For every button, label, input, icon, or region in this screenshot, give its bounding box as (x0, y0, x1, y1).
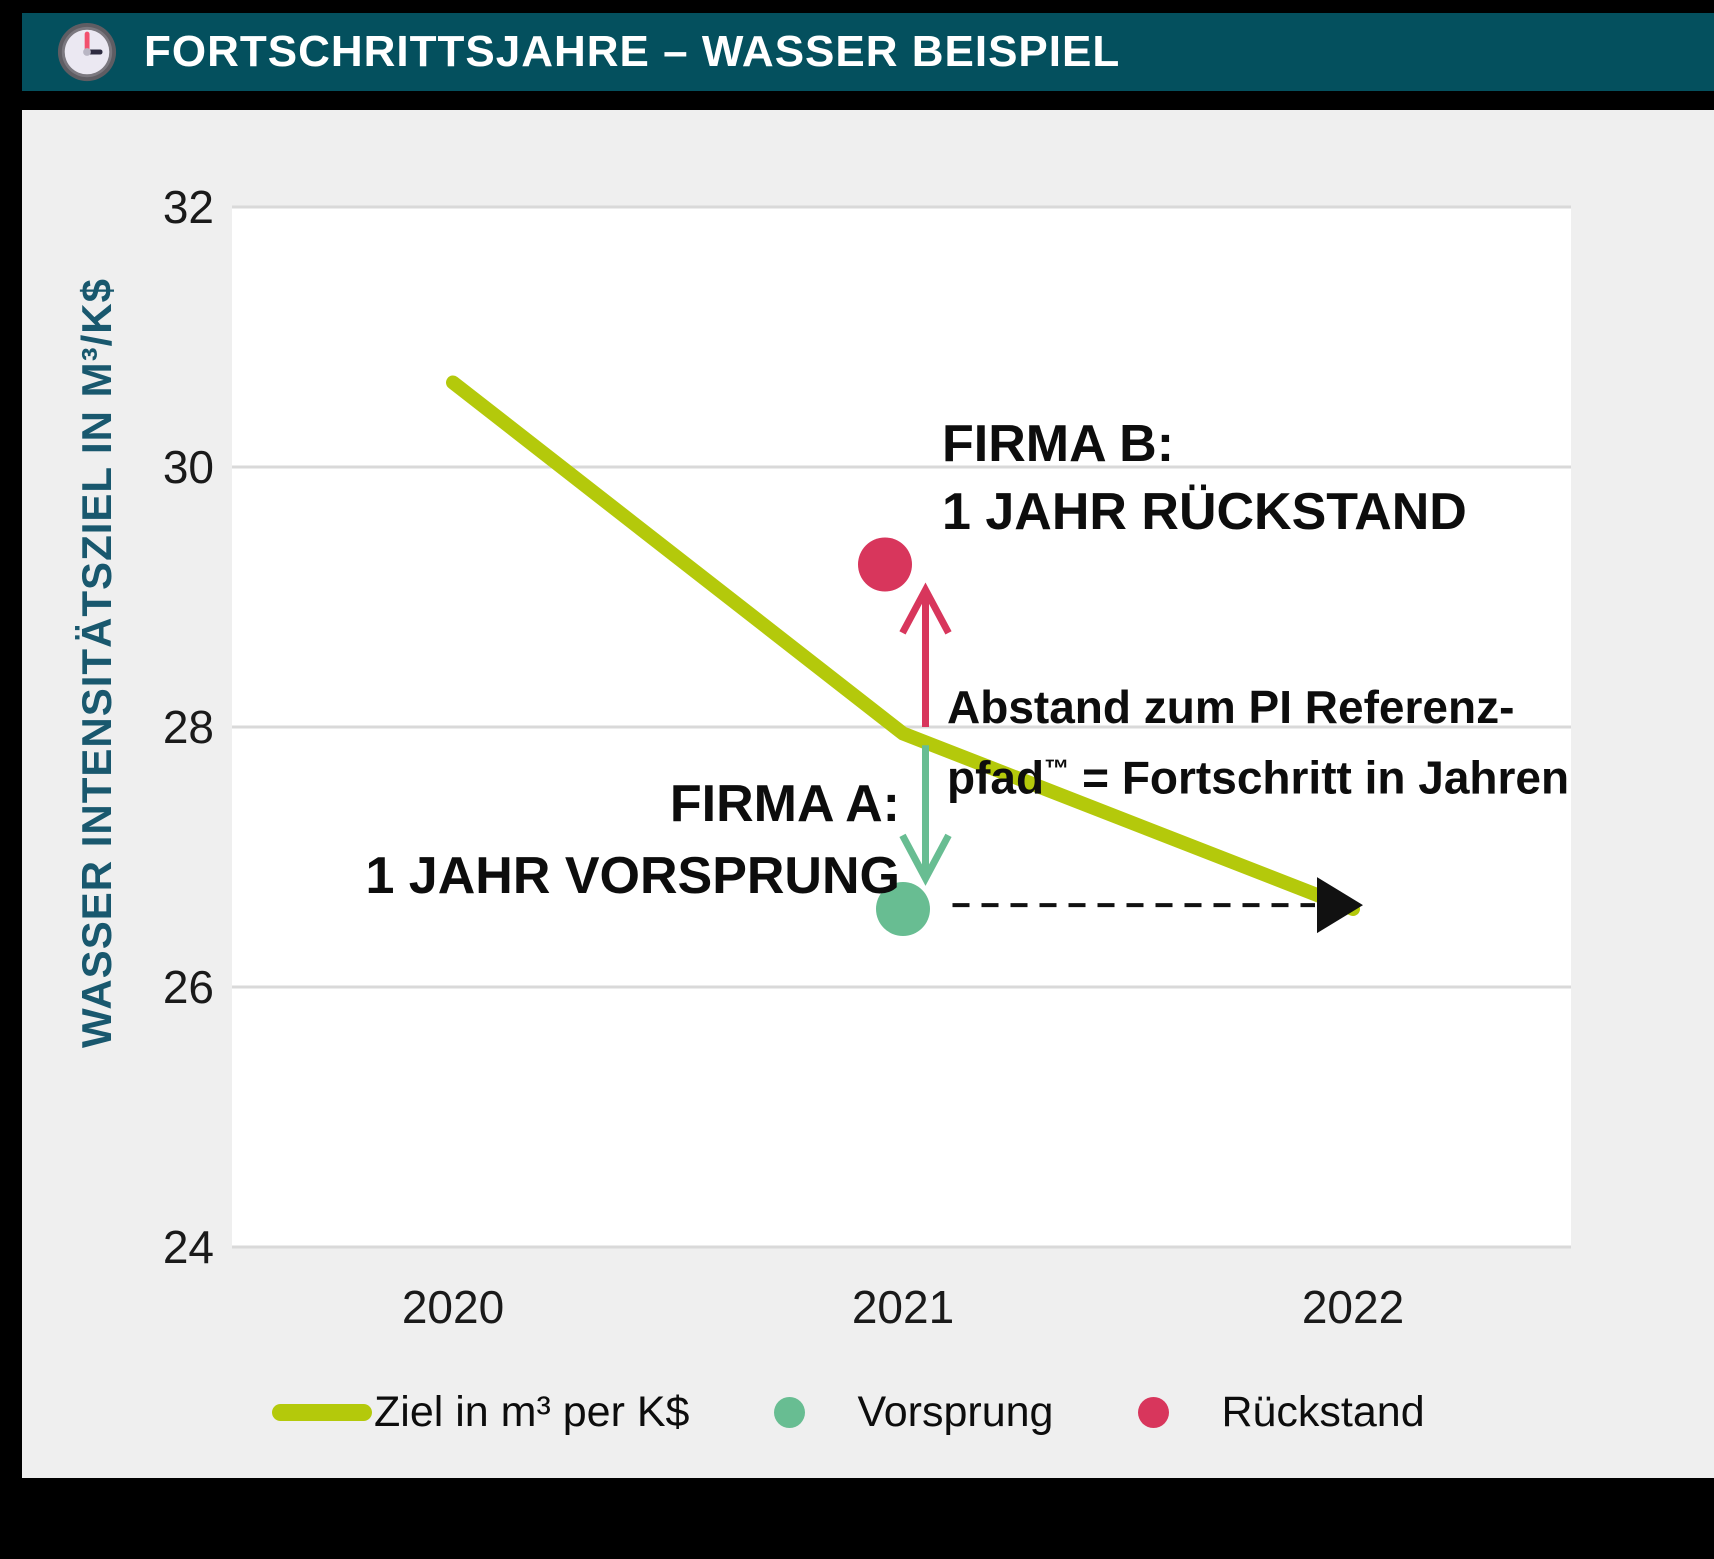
chart-panel: 32 30 28 26 24 2020 2021 2022 WASSER INTENSITÄT… (22, 110, 1714, 1478)
annotation-firma-b-line2: 1 JAHR RÜCKSTAND (942, 483, 1467, 541)
svg-text:26: 26 (163, 961, 214, 1013)
svg-text:28: 28 (163, 701, 214, 753)
trademark-symbol: ™ (1044, 755, 1070, 783)
legend-ahead-dot (774, 1397, 806, 1428)
legend-item-vorsprung: Vorsprung (774, 1388, 1053, 1437)
svg-text:24: 24 (163, 1221, 214, 1273)
annotation-firma-a: FIRMA A: 1 JAHR VORSPRUNG (365, 768, 900, 912)
annotation-abstand: Abstand zum PI Referenz- pfad™ = Fortsch… (947, 676, 1569, 808)
legend-label-rueckstand: Rückstand (1221, 1388, 1425, 1436)
annotation-firma-b: FIRMA B: 1 JAHR RÜCKSTAND (942, 410, 1467, 546)
legend-item-target-line: Ziel in m³ per K$ (272, 1388, 689, 1437)
legend-item-rueckstand: Rückstand (1138, 1388, 1425, 1437)
svg-text:30: 30 (163, 441, 214, 493)
svg-text:32: 32 (163, 190, 214, 233)
legend: Ziel in m³ per K$ Vorsprung Rückstand (272, 1388, 1425, 1437)
svg-text:2021: 2021 (852, 1281, 954, 1333)
legend-line-swatch (272, 1404, 372, 1421)
annotation-firma-b-line1: FIRMA B: (942, 415, 1175, 473)
annotation-abstand-line2: pfad™ = Fortschritt in Jahren (947, 751, 1570, 804)
chart-plot: 32 30 28 26 24 2020 2021 2022 (163, 190, 1571, 1333)
legend-label-target: Ziel in m³ per K$ (374, 1388, 690, 1436)
legend-label-vorsprung: Vorsprung (857, 1388, 1054, 1436)
svg-text:2020: 2020 (402, 1281, 504, 1333)
annotation-firma-a-line2: 1 JAHR VORSPRUNG (365, 847, 900, 905)
annotation-abstand-line1: Abstand zum PI Referenz- (947, 681, 1515, 733)
legend-behind-dot (1138, 1397, 1170, 1428)
svg-text:2022: 2022 (1302, 1281, 1404, 1333)
y-axis-title: WASSER INTENSITÄTSZIEL IN M³/K$ (73, 278, 120, 1048)
annotation-firma-a-line1: FIRMA A: (669, 775, 900, 833)
header-bar: FORTSCHRITTSJAHRE – WASSER BEISPIEL (22, 13, 1714, 91)
infographic-card: FORTSCHRITTSJAHRE – WASSER BEISPIEL 32 30… (22, 13, 1714, 1478)
page-title: FORTSCHRITTSJAHRE – WASSER BEISPIEL (144, 27, 1121, 76)
clock-icon (57, 22, 117, 82)
